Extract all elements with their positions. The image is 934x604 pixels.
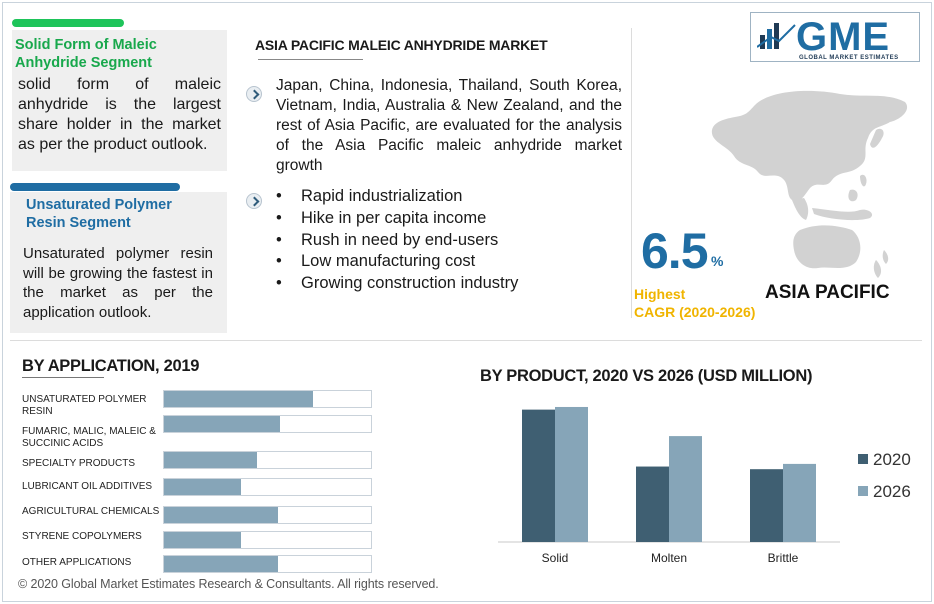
card-accent-bar xyxy=(10,183,180,191)
bar-2026 xyxy=(555,406,588,542)
bar xyxy=(164,532,241,548)
bar xyxy=(164,391,314,407)
cagr-label-line1: Highest xyxy=(634,286,686,302)
legend-swatch xyxy=(858,454,868,464)
legend-item: 2020 xyxy=(858,450,911,470)
bar xyxy=(164,416,280,432)
list-item: Growing construction industry xyxy=(276,273,518,295)
list-item: Rush in need by end-users xyxy=(276,230,518,252)
cagr-unit: % xyxy=(711,253,724,269)
category-label: OTHER APPLICATIONS xyxy=(22,557,132,568)
bar-track xyxy=(163,531,372,549)
cagr-label-line2: CAGR (2020-2026) xyxy=(634,304,756,320)
growth-drivers-list: Rapid industrialization Hike in per capi… xyxy=(276,186,518,295)
category-label: STYRENE COPOLYMERS xyxy=(22,531,142,542)
product-chart-title: BY PRODUCT, 2020 VS 2026 (USD MILLION) xyxy=(480,367,813,385)
bar xyxy=(164,452,258,468)
legend-label: 2020 xyxy=(873,450,911,469)
title-underline xyxy=(258,59,363,60)
countries-text: Japan, China, Indonesia, Thailand, South… xyxy=(276,77,622,174)
card-title: Solid Form of Maleic Anhydride Segment xyxy=(15,37,157,71)
legend-label: 2026 xyxy=(873,482,911,501)
vertical-divider xyxy=(631,28,632,318)
bar-track xyxy=(163,451,372,469)
chevron-right-icon xyxy=(246,193,262,209)
chevron-right-icon xyxy=(246,86,262,102)
card-background xyxy=(10,192,227,333)
card-text: Unsaturated polymer resin will be growin… xyxy=(23,245,213,321)
category-label: Brittle xyxy=(768,551,799,565)
bar-2026 xyxy=(669,436,702,542)
application-chart-title: BY APPLICATION, 2019 xyxy=(22,357,200,375)
category-label: Solid xyxy=(542,551,569,565)
bar-2026 xyxy=(783,463,816,542)
category-label: AGRICULTURAL CHEMICALS xyxy=(22,506,160,517)
bar-track xyxy=(163,555,372,573)
bar-2020 xyxy=(636,466,669,542)
gme-logo: GME GLOBAL MARKET ESTIMATES xyxy=(750,12,920,62)
category-label: SPECIALTY PRODUCTS xyxy=(22,458,135,469)
title-underline xyxy=(22,377,104,378)
card-background xyxy=(12,30,227,171)
legend-item: 2026 xyxy=(858,482,911,502)
bar-2020 xyxy=(522,409,555,542)
region-label: ASIA PACIFIC xyxy=(765,282,890,303)
bar-track xyxy=(163,478,372,496)
logo-subtitle: GLOBAL MARKET ESTIMATES xyxy=(799,55,899,61)
cagr-value: 6.5 xyxy=(641,223,709,279)
bar xyxy=(164,556,278,572)
bar xyxy=(164,507,278,523)
category-label: FUMARIC, MALIC, MALEIC & SUCCINIC ACIDS xyxy=(22,426,156,449)
category-label: Molten xyxy=(651,551,687,565)
category-label: LUBRICANT OIL ADDITIVES xyxy=(22,481,153,492)
list-item: Low manufacturing cost xyxy=(276,251,518,273)
market-title: ASIA PACIFIC MALEIC ANHYDRIDE MARKET xyxy=(255,37,548,53)
card-text: solid form of maleic anhydride is the la… xyxy=(18,76,221,153)
bar-track xyxy=(163,415,372,433)
bar-2020 xyxy=(750,469,783,542)
logo-text: GME xyxy=(796,15,891,59)
cagr-label: Highest CAGR (2020-2026) xyxy=(634,285,755,321)
list-item: Hike in per capita income xyxy=(276,208,518,230)
card-title: Unsaturated Polymer Resin Segment xyxy=(26,197,172,231)
legend-swatch xyxy=(858,486,868,496)
logo-bars-icon xyxy=(757,23,796,49)
copyright-footer: © 2020 Global Market Estimates Research … xyxy=(18,577,439,591)
bar-track xyxy=(163,506,372,524)
horizontal-divider xyxy=(10,340,922,341)
list-item: Rapid industrialization xyxy=(276,186,518,208)
product-bar-chart: Solid Molten Brittle xyxy=(498,406,840,565)
asia-pacific-map xyxy=(711,90,908,278)
category-label: UNSATURATED POLYMER RESIN xyxy=(22,394,147,417)
bar-track xyxy=(163,390,372,408)
bar xyxy=(164,479,241,495)
card-accent-bar xyxy=(12,19,124,27)
